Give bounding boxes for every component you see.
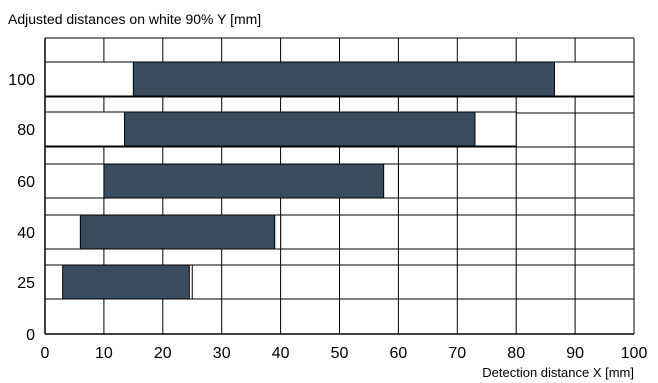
x-tick-label: 70 [448,345,466,362]
y-tick-label: 25 [17,275,35,292]
bars [44,61,635,300]
bar-range-100 [132,61,555,97]
y-tick-label: 0 [26,327,35,344]
y-tick-label: 60 [17,174,35,191]
x-tick-label: 40 [272,345,290,362]
x-tick-label: 100 [621,345,648,362]
chart-title: Adjusted distances on white 90% Y [mm] [8,11,261,27]
x-tick-labels: 0 10 20 30 40 50 60 70 80 90 100 [41,345,648,362]
x-tick-label: 0 [41,345,50,362]
y-tick-labels: 0 25 40 60 80 100 [8,72,35,344]
x-tick-label: 90 [566,345,584,362]
x-tick-label: 10 [95,345,113,362]
x-tick-label: 60 [390,345,408,362]
y-tick-label: 40 [17,225,35,242]
x-tick-label: 20 [154,345,172,362]
bar-range-40 [79,214,276,250]
bar-range-80 [124,111,476,147]
x-tick-label: 50 [331,345,349,362]
x-tick-label: 80 [507,345,525,362]
y-tick-label: 100 [8,72,35,89]
y-tick-label: 80 [17,122,35,139]
axes [44,38,634,335]
x-tick-label: 30 [213,345,231,362]
bar-range-25 [62,264,190,300]
bar-range-60 [103,163,385,199]
x-axis-label: Detection distance X [mm] [482,365,634,380]
